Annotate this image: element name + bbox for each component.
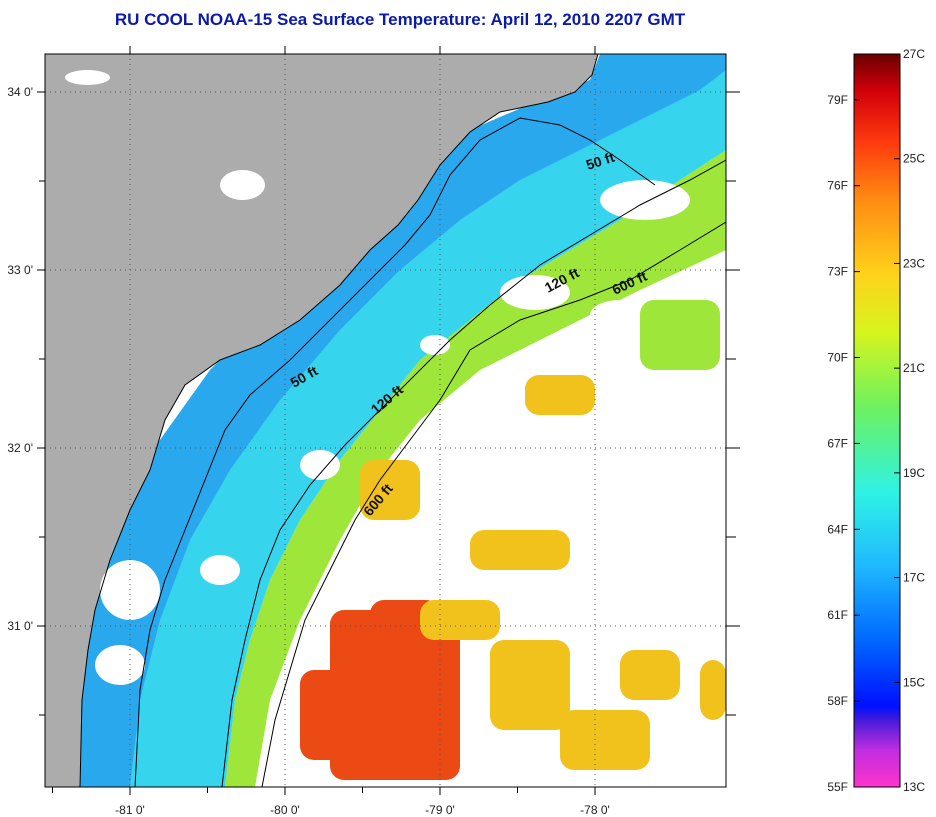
lon-tick-label: -80 0' [270, 803, 300, 817]
colorbar-c-label: 23C [903, 256, 925, 270]
sst-patch [560, 710, 650, 770]
colorbar-f-label: 67F [827, 436, 848, 450]
cloud-patch [220, 170, 265, 200]
cloud-patch [590, 300, 650, 330]
sst-patch [470, 530, 570, 570]
colorbar-f-label: 58F [827, 694, 848, 708]
colorbar-c-label: 17C [903, 571, 925, 585]
cloud-patch [300, 450, 340, 480]
sst-patch [360, 460, 420, 520]
cloud-patch [500, 275, 570, 310]
lat-tick-label: 34 0' [7, 85, 33, 99]
cloud-patch [95, 645, 145, 685]
colorbar-c-label: 19C [903, 466, 925, 480]
axis-ticks: -81 0' -80 0' -79 0' -78 0' 34 0' 33 0' 32 0' 3… [7, 46, 740, 817]
contour-50ft [134, 117, 656, 787]
cloud-patch [200, 555, 240, 585]
colorbar-f-label: 61F [827, 608, 848, 622]
colorbar-c-label: 27C [903, 47, 925, 61]
colorbar-f-label: 73F [827, 265, 848, 279]
colorbar-f-label: 70F [827, 351, 848, 365]
colorbar-c-label: 21C [903, 361, 925, 375]
lat-tick-label: 33 0' [7, 263, 33, 277]
colorbar-f-label: 76F [827, 179, 848, 193]
colorbar-c-label: 15C [903, 675, 925, 689]
cloud-patch [65, 70, 110, 85]
lat-tick-label: 32 0' [7, 441, 33, 455]
map-field: 50 ft 50 ft 120 ft 120 ft 600 ft 600 ft [45, 54, 726, 787]
contour-120ft [221, 159, 726, 787]
sst-patch [420, 600, 500, 640]
warm-patches [300, 300, 726, 780]
colorbar-gradient [853, 53, 901, 788]
sst-patch [525, 375, 595, 415]
sst-patch [620, 650, 680, 700]
lon-tick-label: -78 0' [580, 803, 610, 817]
sst-patch [490, 640, 570, 730]
coastline [79, 54, 599, 787]
lat-lon-grid [45, 54, 726, 787]
cloud-patch [420, 335, 450, 355]
colorbar-c-label: 13C [903, 780, 925, 794]
map-title: RU COOL NOAA-15 Sea Surface Temperature:… [114, 10, 686, 29]
lon-tick-label: -79 0' [425, 803, 455, 817]
colorbar-c-label: 25C [903, 152, 925, 166]
sst-patch [700, 660, 726, 720]
map-frame [44, 53, 727, 788]
sst-patch [300, 670, 370, 760]
lon-tick-label: -81 0' [115, 803, 145, 817]
lat-tick-label: 31 0' [7, 619, 33, 633]
sst-patch [640, 300, 720, 370]
colorbar: 79F 76F 73F 70F 67F 64F 61F 58F 55F 27C 25C 23C 21C 1… [827, 47, 925, 794]
colorbar-f-label: 79F [827, 93, 848, 107]
colorbar-f-label: 64F [827, 522, 848, 536]
contour-600ft [261, 221, 726, 787]
cool-water-region [70, 54, 726, 787]
land-mass [45, 54, 598, 787]
colorbar-f-label: 55F [827, 780, 848, 794]
colorbar-ticks: 79F 76F 73F 70F 67F 64F 61F 58F 55F 27C 25C 23C 21C 1… [827, 47, 925, 794]
cloud-patch [600, 180, 690, 220]
